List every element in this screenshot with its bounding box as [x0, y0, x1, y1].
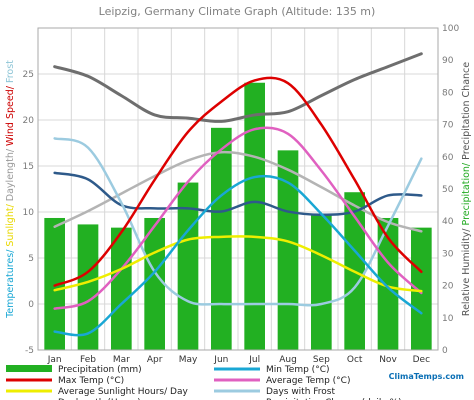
bar-precipitation-jan: [44, 217, 65, 350]
x-axis-month-labels: Jan Feb Mar Apr May Jun Jul Aug Sep Oct Nov Dec: [47, 355, 430, 365]
y-tick-label: 25: [23, 70, 34, 80]
y-axis-right-ticks: 0 10 20 30 40 50 60 70 80 90 100: [442, 24, 459, 356]
axis-label-segment: Precipitation/: [461, 160, 472, 226]
y-axis-left-label: Temperatures/ Sunlight/ Daylength/ Wind …: [5, 60, 16, 319]
series-lines: [53, 52, 423, 337]
legend-label: Days with Frost: [266, 387, 335, 397]
legend-swatch: [6, 365, 52, 372]
bar-precipitation-dec: [411, 227, 432, 350]
x-tick-label: Jan: [47, 355, 62, 365]
x-tick-label: Jul: [248, 355, 260, 365]
y2-tick-label: 100: [442, 24, 459, 34]
bar-precipitation-apr: [144, 217, 165, 350]
x-tick-label: Nov: [379, 355, 397, 365]
y2-tick-label: 80: [442, 88, 454, 98]
y-tick-label: 15: [23, 162, 34, 172]
legend-label: Precipitation Chance (daily %): [266, 398, 402, 400]
x-tick-label: Sep: [313, 355, 330, 365]
bar-precipitation-feb: [77, 224, 99, 350]
bar-precipitation-jun: [211, 127, 232, 350]
line-days-with-frost: [53, 137, 423, 307]
legend-label: Daylength (Hours): [58, 398, 141, 400]
y-axis-right-label: Relative Humidity/ Precipitation/ Precip…: [461, 62, 472, 316]
y-tick-label: 20: [23, 116, 35, 126]
legend-label: Precipitation (mm): [58, 365, 142, 375]
y-tick-label: 10: [23, 208, 35, 218]
legend-label: Max Temp (°C): [58, 376, 124, 386]
y2-tick-label: 50: [442, 185, 454, 195]
y-tick-label: -5: [25, 346, 34, 356]
axis-label-segment: Temperatures/: [5, 247, 16, 319]
y2-tick-label: 70: [442, 121, 454, 131]
x-tick-label: Aug: [279, 355, 297, 365]
y2-tick-label: 10: [442, 314, 454, 324]
legend-label: Average Temp (°C): [266, 376, 350, 386]
line-min-temp: [53, 174, 423, 337]
x-tick-label: Dec: [413, 355, 430, 365]
plot-area-border: [37, 27, 439, 351]
line-sunlight-hours: [53, 235, 423, 293]
legend-label: Average Sunlight Hours/ Day: [58, 387, 188, 397]
y2-tick-label: 60: [442, 153, 454, 163]
x-tick-label: Oct: [347, 355, 363, 365]
axis-label-segment: Sunlight/: [5, 201, 16, 246]
x-tick-label: Mar: [113, 355, 130, 365]
bar-precipitation-mar: [111, 227, 132, 350]
y2-tick-label: 40: [442, 217, 454, 227]
brand-watermark: ClimaTemps.com: [389, 372, 464, 381]
bar-precipitation-nov: [377, 217, 399, 350]
y2-tick-label: 0: [442, 346, 448, 356]
line-average-temp: [53, 126, 423, 310]
y2-tick-label: 20: [442, 282, 454, 292]
axis-label-segment: Wind Speed/: [5, 83, 16, 146]
chart-legend: Precipitation (mm) Min Temp (°C) Max Temp …: [6, 365, 402, 400]
axis-label-segment: Daylength/: [5, 146, 16, 201]
legend-label: Min Temp (°C): [266, 365, 329, 375]
axis-label-segment: Relative Humidity/: [461, 225, 472, 316]
line-precipitation-chance: [53, 171, 423, 217]
x-tick-label: Feb: [80, 355, 96, 365]
y-axis-left-ticks: -5 0 5 10 15 20 25: [23, 70, 35, 356]
x-tick-label: Apr: [147, 355, 163, 365]
y2-tick-label: 90: [442, 56, 454, 66]
precipitation-bars: [44, 82, 432, 351]
x-tick-label: Jun: [213, 355, 228, 365]
line-relative-humidity: [53, 52, 423, 123]
bar-precipitation-jul: [244, 82, 265, 351]
line-max-temp: [53, 76, 423, 287]
bar-precipitation-aug: [277, 150, 299, 350]
axis-label-segment: Frost: [5, 60, 16, 83]
axis-label-segment: Precipitation Chance: [461, 62, 472, 160]
bar-precipitation-sep: [311, 214, 332, 350]
y2-tick-label: 30: [442, 249, 454, 259]
y-tick-label: 5: [28, 254, 34, 264]
y-tick-label: 0: [28, 300, 34, 310]
x-tick-label: May: [179, 355, 198, 365]
chart-title: Leipzig, Germany Climate Graph (Altitude…: [99, 5, 376, 18]
